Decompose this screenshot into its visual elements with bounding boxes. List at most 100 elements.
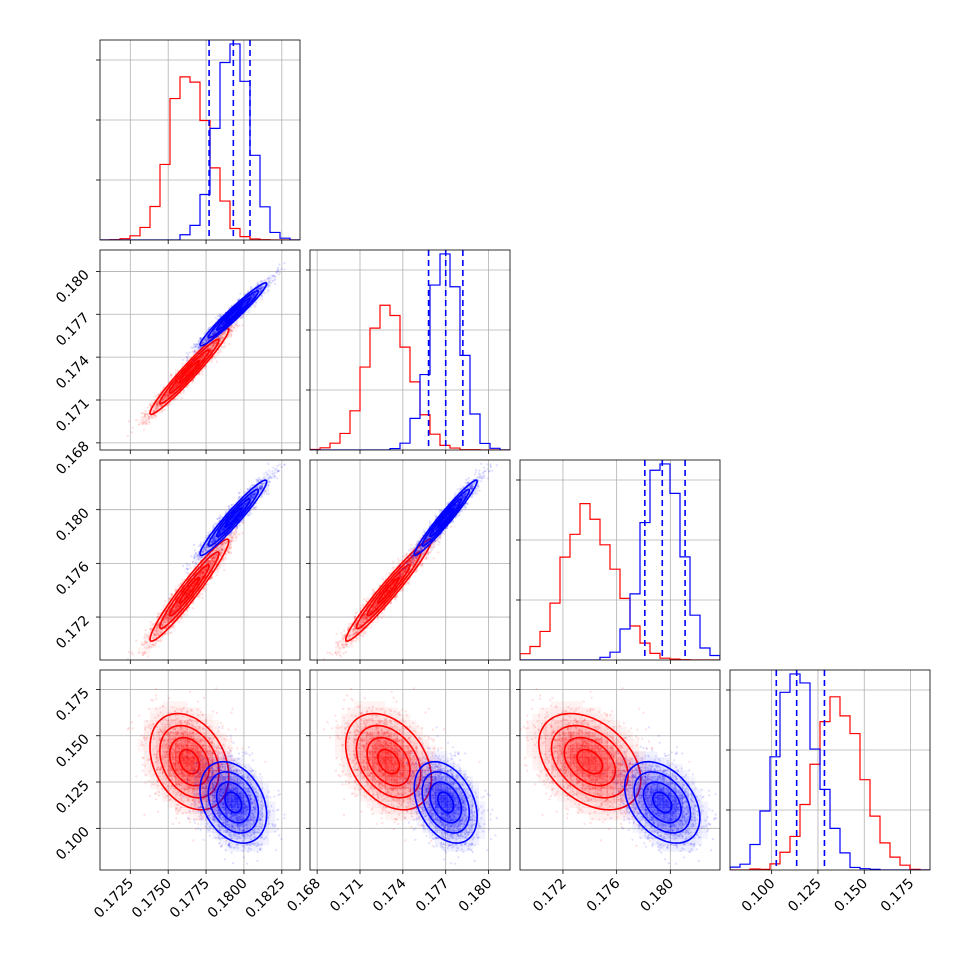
scatter-point [222,322,225,325]
scatter-point [177,394,180,397]
histogram-series-0 [310,304,510,450]
scatter-point [202,573,205,577]
scatter-point [153,398,156,401]
scatter-point [253,293,256,296]
scatter-point [219,337,222,340]
scatter-point [274,275,277,278]
scatter-point [214,340,217,344]
scatter-point [154,642,157,645]
scatter-point [209,562,212,565]
scatter-point [222,323,225,326]
scatter-point [161,409,164,412]
panel-content [310,250,510,450]
scatter-point [197,346,200,349]
scatter-point [264,279,267,282]
scatter-point [268,282,271,285]
scatter-point [250,296,253,300]
scatter-point [201,341,204,344]
panel-1-1 [306,249,511,454]
scatter-point [126,434,129,437]
scatter-point [221,336,224,339]
scatter-point [241,303,244,306]
scatter-point [155,407,158,410]
scatter-point [249,306,252,309]
scatter-point [259,288,262,291]
scatter-point [243,303,246,306]
scatter-point [169,393,172,396]
scatter-point [169,393,172,396]
scatter-point [219,334,222,337]
scatter-point [131,426,134,429]
scatter-point [271,279,275,283]
scatter-point [278,271,281,274]
scatter-point [135,639,138,643]
scatter-point [228,343,231,346]
scatter-point [223,346,226,349]
scatter-point [201,356,204,360]
scatter-point [256,282,259,285]
scatter-point [228,306,231,310]
scatter-point [213,329,216,332]
scatter-point [222,331,225,334]
scatter-point [263,291,266,294]
scatter-point [260,286,263,289]
scatter-point [259,287,262,290]
scatter-point [163,397,166,400]
scatter-point [211,344,215,348]
scatter-point [212,344,215,347]
scatter-point [252,293,255,296]
density-cell [150,641,157,648]
scatter-point [250,294,253,297]
scatter-point [155,403,158,406]
scatter-point [249,296,252,299]
scatter-point [165,392,168,395]
scatter-point [186,356,189,359]
scatter-point [223,548,226,551]
scatter-point [206,329,209,332]
scatter-point [218,315,221,318]
scatter-point [154,414,158,417]
scatter-point [211,346,214,349]
scatter-point [268,280,271,283]
scatter-point [266,277,269,280]
scatter-point [251,294,254,297]
scatter-point [201,369,204,372]
scatter-point [166,395,169,398]
scatter-point [221,322,224,325]
scatter-point [156,403,159,406]
scatter-point [152,409,155,412]
scatter-point [165,394,168,397]
scatter-point [173,387,176,390]
scatter-point [141,412,144,415]
panel-content [100,250,300,450]
scatter-point [218,336,221,340]
scatter-point [215,568,219,571]
density-cell [256,293,263,301]
scatter-point [169,374,172,377]
scatter-point [277,266,280,269]
scatter-point [193,350,196,353]
scatter-point [209,350,213,353]
scatter-point [157,407,160,410]
scatter-point [207,338,210,341]
scatter-point [212,344,215,347]
scatter-point [199,337,202,340]
scatter-point [172,609,175,612]
scatter-point [163,396,166,399]
scatter-point [220,333,224,336]
scatter-point [154,407,157,410]
scatter-point [142,661,144,663]
scatter-point [146,406,149,409]
scatter-point [212,344,215,347]
scatter-point [169,403,172,406]
scatter-point [250,296,253,299]
scatter-point [166,392,169,395]
scatter-point [144,409,147,413]
scatter-point [278,263,281,266]
scatter-point [143,415,147,418]
scatter-point [197,343,200,346]
scatter-point [153,633,156,636]
scatter-point [202,354,205,357]
scatter-point [148,417,151,420]
scatter-point [221,323,224,326]
